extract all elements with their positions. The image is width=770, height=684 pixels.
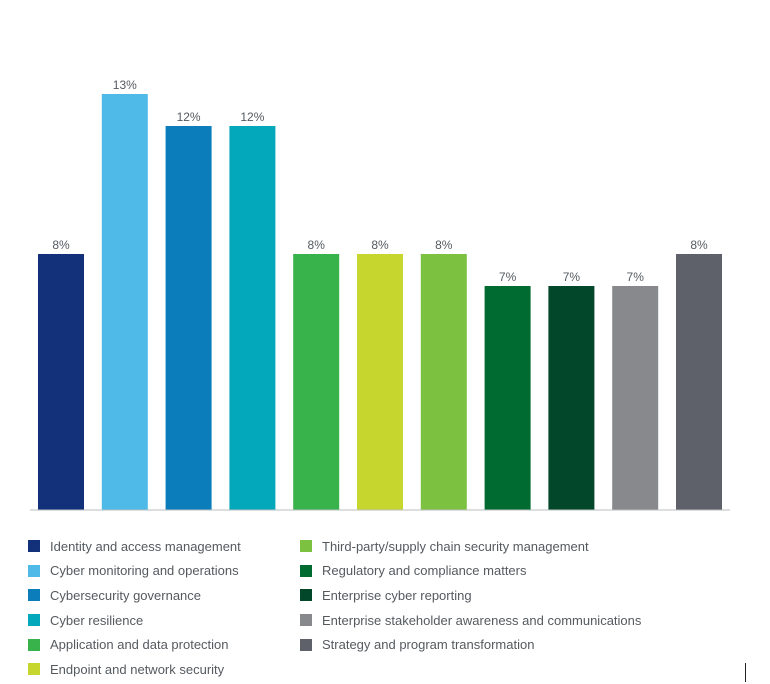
bar-5 — [293, 254, 340, 510]
value-label-9: 7% — [563, 270, 581, 284]
legend-item-5: Application and data protection — [28, 632, 241, 657]
value-label-10: 7% — [627, 270, 645, 284]
legend-item-10: Enterprise stakeholder awareness and com… — [300, 608, 641, 633]
legend-item-11: Strategy and program transformation — [300, 632, 641, 657]
legend-column-right: Third-party/supply chain security manage… — [300, 534, 641, 657]
value-labels-group: 8% 13% 12% 12% 8% 8% 8% 7% 7% 7% 8% — [52, 78, 708, 284]
bar-2 — [101, 94, 148, 510]
value-label-2: 13% — [113, 78, 137, 92]
value-label-1: 8% — [52, 238, 70, 252]
legend-column-left: Identity and access management Cyber moni… — [28, 534, 241, 682]
bar-8 — [484, 286, 531, 510]
legend-label-10: Enterprise stakeholder awareness and com… — [322, 612, 642, 628]
bar-chart: 8% 13% 12% 12% 8% 8% 8% 7% 7% 7% 8% — [30, 78, 730, 511]
legend-item-3: Cybersecurity governance — [28, 583, 241, 608]
legend-item-6: Endpoint and network security — [28, 657, 241, 682]
legend-label-4: Cyber resilience — [50, 612, 144, 628]
legend-label-2: Cyber monitoring and operations — [50, 563, 239, 579]
legend-swatch-5 — [28, 638, 40, 651]
bar-7 — [420, 254, 467, 510]
legend-label-7: Third-party/supply chain security manage… — [322, 538, 589, 554]
bar-6 — [357, 254, 403, 510]
value-label-4: 12% — [240, 110, 264, 124]
legend-swatch-2 — [28, 564, 40, 577]
legend-swatch-4 — [28, 614, 40, 627]
bar-9 — [548, 286, 595, 510]
legend-label-6: Endpoint and network security — [50, 661, 225, 677]
legend-swatch-1 — [28, 540, 40, 553]
value-label-6: 8% — [371, 238, 389, 252]
legend-label-8: Regulatory and compliance matters — [322, 563, 527, 579]
legend-item-9: Enterprise cyber reporting — [300, 583, 641, 608]
legend-label-3: Cybersecurity governance — [50, 587, 202, 603]
value-label-3: 12% — [177, 110, 201, 124]
legend-label-5: Application and data protection — [50, 637, 229, 653]
bar-11 — [676, 254, 722, 510]
bar-3 — [165, 126, 212, 510]
legend-label-11: Strategy and program transformation — [322, 637, 535, 653]
legend-item-8: Regulatory and compliance matters — [300, 559, 641, 584]
legend-label-1: Identity and access management — [50, 538, 241, 554]
text-cursor — [745, 663, 746, 682]
legend-swatch-9 — [300, 589, 312, 602]
legend-swatch-7 — [300, 540, 312, 553]
legend-label-9: Enterprise cyber reporting — [322, 587, 472, 603]
bars-group — [38, 94, 722, 510]
legend-item-4: Cyber resilience — [28, 608, 241, 633]
legend-swatch-8 — [300, 564, 312, 577]
bar-4 — [229, 126, 276, 510]
legend-swatch-11 — [300, 638, 312, 651]
value-label-7: 8% — [435, 238, 453, 252]
legend-swatch-6 — [28, 663, 40, 676]
legend-item-7: Third-party/supply chain security manage… — [300, 534, 641, 559]
legend-item-1: Identity and access management — [28, 534, 241, 559]
legend-swatch-3 — [28, 589, 40, 602]
value-label-11: 8% — [690, 238, 708, 252]
value-label-8: 7% — [499, 270, 517, 284]
bar-10 — [612, 286, 659, 510]
value-label-5: 8% — [308, 238, 326, 252]
legend-item-2: Cyber monitoring and operations — [28, 559, 241, 584]
legend-swatch-10 — [300, 614, 312, 627]
bar-1 — [38, 254, 84, 510]
